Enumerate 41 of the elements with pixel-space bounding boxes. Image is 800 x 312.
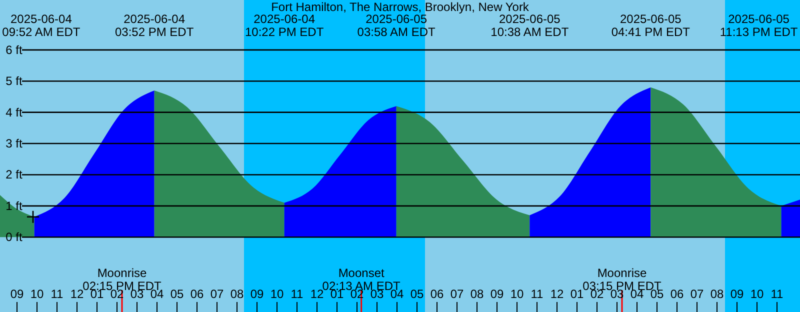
y-tick-label: 6 ft xyxy=(6,42,23,57)
x-tick-label: 07 xyxy=(210,287,224,301)
x-tick-label: 09 xyxy=(10,287,24,301)
annotation: 2025-06-05 04:41 PM EDT xyxy=(611,12,691,39)
x-tick-label: 07 xyxy=(690,287,704,301)
x-tick-label: 11 xyxy=(770,287,784,301)
x-tick-label: 09 xyxy=(250,287,264,301)
x-tick-label: 12 xyxy=(550,287,564,301)
annotation: 2025-06-04 09:52 AM EDT xyxy=(2,12,81,39)
x-tick-label: 09 xyxy=(490,287,504,301)
x-tick-label: 11 xyxy=(290,287,304,301)
x-tick-label: 10 xyxy=(750,287,764,301)
y-tick-label: 1 ft xyxy=(6,198,23,213)
x-tick-label: 08 xyxy=(470,287,484,301)
y-tick-label: 3 ft xyxy=(6,136,23,151)
annotation: 2025-06-05 11:13 PM EDT xyxy=(720,12,798,39)
x-tick-label: 10 xyxy=(510,287,524,301)
x-tick-label: 09 xyxy=(730,287,744,301)
x-tick-label: 06 xyxy=(430,287,444,301)
x-tick-label: 12 xyxy=(70,287,84,301)
annotation: 2025-06-04 10:22 PM EDT xyxy=(244,12,324,39)
annotation: 2025-06-05 10:38 AM EDT xyxy=(490,12,570,39)
x-tick-label: 12 xyxy=(310,287,324,301)
x-tick-label: 07 xyxy=(450,287,464,301)
x-tick-label: 10 xyxy=(270,287,284,301)
x-tick-label: 10 xyxy=(30,287,44,301)
y-tick-label: 5 ft xyxy=(6,74,23,88)
x-tick-label: 08 xyxy=(230,287,244,301)
x-tick-label: 08 xyxy=(710,287,724,301)
y-tick-label: 4 ft xyxy=(6,105,23,120)
annotation: 2025-06-05 03:58 AM EDT xyxy=(357,12,436,39)
x-tick-label: 06 xyxy=(190,287,204,301)
y-tick-label: 2 ft xyxy=(6,168,23,182)
x-tick-label: 11 xyxy=(530,287,544,301)
annotation: 2025-06-04 03:52 PM EDT xyxy=(114,12,194,39)
chart-title: Fort Hamilton, The Narrows, Brooklyn, New York xyxy=(271,0,530,14)
x-tick-label: 06 xyxy=(670,287,684,301)
x-tick-label: 01 xyxy=(570,287,584,301)
x-tick-label: 05 xyxy=(170,287,184,301)
x-tick-label: 05 xyxy=(410,287,424,301)
x-tick-label: 11 xyxy=(50,287,64,301)
